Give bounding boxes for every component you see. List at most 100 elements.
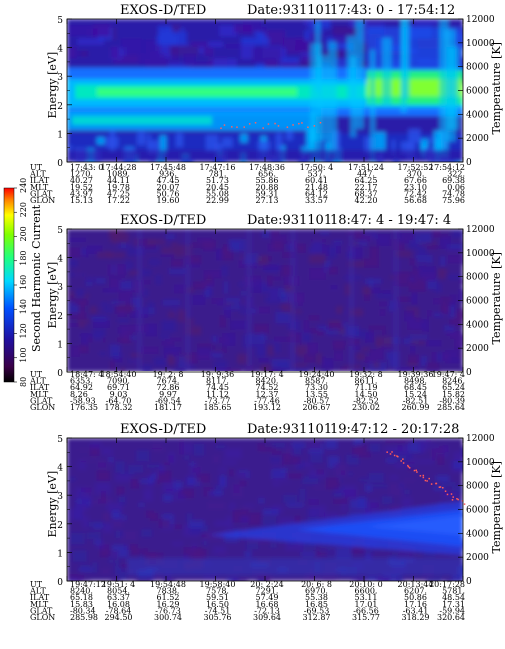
table-cell: -69.53 <box>304 606 330 615</box>
table-cell: 19.60 <box>157 196 180 205</box>
table-cell: 5781. <box>442 587 465 596</box>
table-cell: -64.70 <box>106 396 132 405</box>
y-tick-label: 0 <box>57 578 63 588</box>
table-cell: 55.38 <box>305 593 328 602</box>
table-cell: 20.45 <box>206 183 229 192</box>
colorbar-tick-label: 100 <box>19 347 28 362</box>
table-cell: 7090. <box>107 377 130 386</box>
table-cell: 8117. <box>206 377 229 386</box>
table-cell: 8611. <box>355 377 378 386</box>
table-cell: 18:54:40 <box>101 370 137 379</box>
table-cell: 47.25 <box>107 189 130 198</box>
heatmap-hotspot <box>416 471 418 473</box>
table-cell: 193.12 <box>253 403 281 412</box>
table-cell: 6600. <box>355 587 378 596</box>
table-row-label: MLT <box>30 390 49 399</box>
table-cell: 73.30 <box>305 383 328 392</box>
table-row-label: GLAT <box>30 396 53 405</box>
table-cell: 72.86 <box>157 383 180 392</box>
table-cell: 20.07 <box>157 183 180 192</box>
heatmap-hotspot <box>254 122 257 124</box>
table-cell: 57.49 <box>256 593 279 602</box>
table-cell: 18:47: 4 <box>70 370 103 379</box>
table-row-label: UT <box>30 163 43 172</box>
table-cell: 781. <box>209 170 227 179</box>
table-cell: 20.88 <box>256 183 279 192</box>
heatmap-hotspot <box>442 486 444 489</box>
table-cell: 16.68 <box>256 600 279 609</box>
table-cell: 23.10 <box>404 183 427 192</box>
table-cell: 63.37 <box>107 593 130 602</box>
table-cell: 50.76 <box>157 189 180 198</box>
table-cell: 285.98 <box>70 613 98 622</box>
table-cell: 181.17 <box>154 403 182 412</box>
table-cell: 51.73 <box>206 176 229 185</box>
table-cell: 20:17:28 <box>429 580 465 589</box>
heatmap-hotspot <box>451 499 454 501</box>
y-tick-label: 5 <box>57 226 63 236</box>
heatmap-hotspot <box>223 124 226 126</box>
table-cell: 71.19 <box>355 383 378 392</box>
colorbar-tick-label: 80 <box>19 377 28 387</box>
heatmap-hotspot <box>277 125 280 127</box>
table-cell: -66.56 <box>353 606 379 615</box>
table-cell: 43.97 <box>70 189 93 198</box>
table-cell: 53.11 <box>355 593 378 602</box>
table-row-label: ILAT <box>30 593 50 602</box>
table-row-label: MLT <box>30 600 49 609</box>
heatmap-hotspot <box>438 486 441 488</box>
y-tick-label: 3 <box>57 492 63 502</box>
y2-tick-label: 6000 <box>466 297 489 307</box>
table-cell: 65.24 <box>442 383 465 392</box>
y-tick-label: 1 <box>57 549 63 559</box>
panel-time-range: 19:47:12 - 20:17:28 <box>330 422 459 437</box>
y2-tick-label: 12000 <box>466 225 495 235</box>
table-cell: 20:13:44 <box>398 580 434 589</box>
heatmap-hotspot <box>435 482 438 485</box>
table-cell: -73.77 <box>205 396 231 405</box>
table-cell: 42.20 <box>355 196 378 205</box>
panel-date: Date:931101 <box>247 422 332 437</box>
table-cell: 15.24 <box>404 390 427 399</box>
heatmap-hotspot <box>389 453 392 455</box>
table-cell: 15.83 <box>70 600 93 609</box>
table-row-label: GLON <box>30 403 55 412</box>
table-cell: 206.67 <box>303 403 331 412</box>
table-cell: 17.31 <box>442 600 465 609</box>
table-cell: 20: 6: 8 <box>301 580 332 589</box>
table-cell: 7291. <box>256 587 279 596</box>
y2-axis-label: Temperature [K] <box>490 252 503 344</box>
table-cell: 15.82 <box>442 390 465 399</box>
table-cell: 537. <box>308 170 326 179</box>
heatmap-hotspot <box>408 467 411 469</box>
table-cell: 185.65 <box>204 403 232 412</box>
table-cell: 75.96 <box>442 196 465 205</box>
heatmap-hotspot <box>402 462 405 464</box>
table-cell: -78.64 <box>106 606 132 615</box>
table-cell: -80.34 <box>70 606 96 615</box>
table-cell: 17:51:24 <box>348 163 384 172</box>
table-cell: 69.38 <box>442 176 465 185</box>
table-cell: 656. <box>258 170 276 179</box>
y2-tick-label: 10000 <box>466 39 495 49</box>
heatmap-hotspot <box>450 493 453 495</box>
heatmap-hotspot <box>452 496 454 498</box>
colorbar-tick-label: 160 <box>19 275 28 290</box>
panel-title: EXOS-D/TED <box>120 3 206 18</box>
table-cell: 447. <box>357 170 375 179</box>
table-cell: 17.01 <box>355 600 378 609</box>
y2-axis-label: Temperature [K] <box>490 42 503 134</box>
table-row-label: ALT <box>29 377 46 386</box>
table-cell: 0.06 <box>447 183 465 192</box>
table-cell: 15.13 <box>70 196 93 205</box>
table-cell: 19:58:40 <box>200 580 236 589</box>
table-cell: 68.37 <box>355 189 378 198</box>
y-tick-label: 4 <box>57 255 63 265</box>
table-cell: 9.03 <box>110 390 128 399</box>
table-cell: 64.25 <box>355 176 378 185</box>
table-cell: 19: 9:36 <box>201 370 234 379</box>
panel-date: Date:931101 <box>247 3 332 18</box>
table-row-label: ILAT <box>30 383 50 392</box>
y-tick-label: 5 <box>57 435 63 445</box>
